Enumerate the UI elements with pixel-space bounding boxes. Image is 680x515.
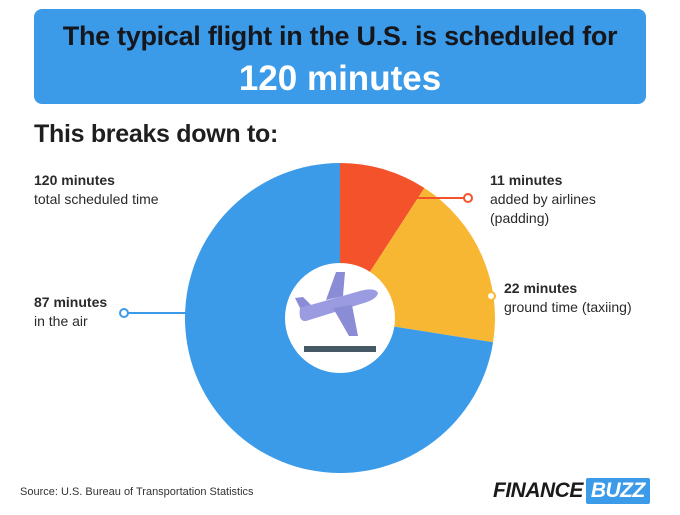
source-note: Source: U.S. Bureau of Transportation St… (20, 486, 254, 498)
ground-text: ground time (taxiing) (504, 299, 632, 315)
padding-text-2: (padding) (490, 210, 550, 226)
subheading: This breaks down to: (34, 120, 279, 148)
air-value: 87 minutes (34, 294, 108, 310)
ground-leader-dot (486, 291, 496, 301)
air-text: in the air (34, 313, 88, 329)
runway-bar (304, 346, 376, 352)
padding-value: 11 minutes (490, 172, 563, 188)
total-text: total scheduled time (34, 191, 159, 207)
label-total: 120 minutes total scheduled time (34, 171, 159, 209)
financebuzz-logo: FINANCE BUZZ (493, 478, 650, 504)
label-ground: 22 minutes ground time (taxiing) (504, 279, 632, 317)
ground-value: 22 minutes (504, 280, 578, 296)
total-value: 120 minutes (34, 172, 115, 188)
banner-highlight: 120 minutes (238, 59, 442, 98)
title-banner: The typical flight in the U.S. is schedu… (34, 9, 646, 104)
padding-leader-dot (463, 193, 473, 203)
label-padding: 11 minutes added by airlines (padding) (490, 171, 596, 228)
banner-title: The typical flight in the U.S. is schedu… (62, 21, 618, 51)
airplane-icon (295, 272, 378, 336)
logo-buzz: BUZZ (585, 478, 650, 504)
logo-finance: FINANCE (493, 479, 583, 502)
padding-text-1: added by airlines (490, 191, 596, 207)
label-air: 87 minutes in the air (34, 293, 107, 331)
air-leader-dot (119, 308, 129, 318)
